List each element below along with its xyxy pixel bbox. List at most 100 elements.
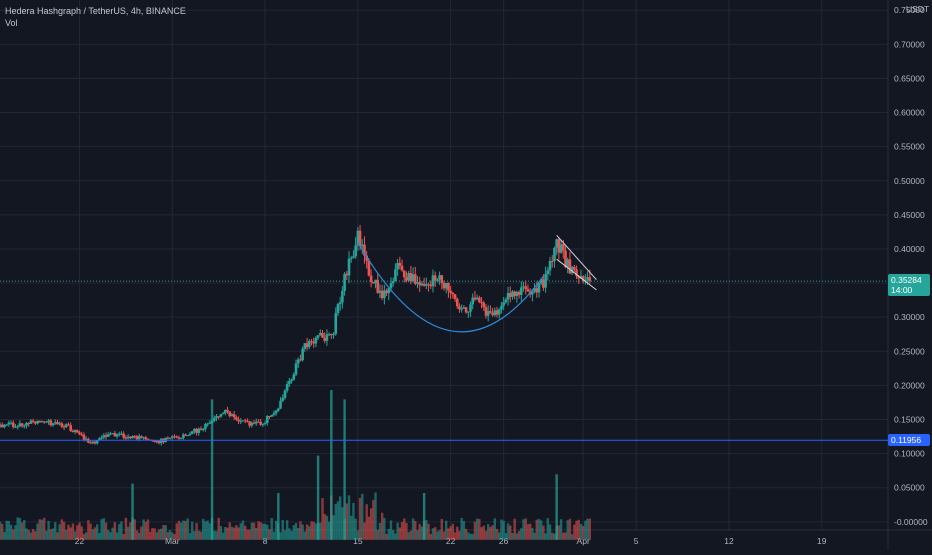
volume-bar [246, 529, 249, 540]
volume-bar [206, 520, 209, 540]
volume-bar [367, 516, 371, 540]
volume-bar [49, 529, 53, 540]
volume-bar [58, 524, 61, 540]
volume-bar [458, 531, 461, 540]
candle-body [221, 413, 225, 415]
candle-body [508, 292, 512, 297]
candle-body [330, 334, 333, 336]
volume-bar [363, 522, 366, 540]
volume-bar [568, 518, 572, 540]
volume-bar [314, 523, 318, 540]
candle-body [279, 400, 282, 409]
volume-bar [274, 520, 278, 540]
volume-bar [109, 532, 112, 540]
volume-bar [394, 533, 397, 540]
candle-body [190, 431, 194, 434]
volume-bar [566, 520, 569, 540]
volume-bar [354, 518, 357, 540]
candle-body [537, 283, 541, 293]
candle-body [49, 420, 53, 426]
candle-body [274, 410, 278, 414]
candle-body [372, 281, 375, 284]
volume-bar [89, 523, 92, 540]
volume-bar [411, 518, 415, 540]
volume-bar [259, 522, 262, 540]
symbol-title[interactable]: Hedera Hashgraph / TetherUS, 4h, BINANCE [5, 6, 186, 16]
candle-body [210, 420, 214, 423]
volume-bar [160, 528, 163, 540]
candle-body [539, 279, 543, 284]
volume-spike-bar [422, 492, 426, 540]
volume-bar [107, 530, 110, 540]
candle-body [199, 428, 203, 430]
volume-bar [235, 525, 238, 540]
volume-bar [425, 519, 428, 540]
volume-bar [533, 532, 536, 540]
volume-bar [60, 519, 64, 540]
volume-bar [391, 530, 395, 540]
volume-bar [263, 523, 267, 540]
time-tick-label: 8 [263, 536, 268, 546]
price-tick-label: -0.00000 [894, 517, 928, 527]
volume-bar [45, 530, 48, 540]
volume-bar [104, 522, 108, 540]
volume-indicator-label[interactable]: Vol [5, 18, 18, 28]
volume-bar [162, 524, 165, 540]
volume-bar [414, 520, 417, 540]
candle-body [230, 414, 234, 417]
volume-bar [301, 524, 304, 540]
volume-bar [416, 530, 419, 540]
candle-body [413, 274, 417, 284]
candle-body [78, 432, 81, 435]
candle-body [175, 436, 179, 438]
volume-bar [332, 515, 335, 540]
volume-bar [551, 532, 554, 540]
time-tick-label: 22 [75, 536, 85, 546]
candle-body [246, 420, 249, 422]
volume-bar [369, 508, 373, 540]
price-tick-label: 0.55000 [894, 142, 925, 152]
candle-body [239, 421, 243, 423]
candle-body [129, 436, 132, 439]
volume-bar [213, 530, 216, 540]
volume-bar [5, 520, 8, 540]
volume-bar [471, 533, 474, 540]
candle-body [405, 277, 408, 281]
price-tick-label: 0.65000 [894, 73, 925, 83]
volume-bar [469, 533, 472, 540]
cup-curve-drawing [357, 241, 544, 333]
candle-body [120, 433, 123, 435]
candle-body [327, 334, 331, 336]
volume-bar [506, 523, 510, 540]
volume-bar [586, 518, 589, 540]
price-tick-label: 0.05000 [894, 483, 925, 493]
volume-bar [500, 519, 503, 540]
volume-bar [120, 521, 123, 540]
volume-bar [76, 525, 79, 540]
candle-body [58, 423, 61, 425]
volume-bar [308, 526, 311, 540]
volume-bar [168, 530, 172, 540]
candle-body [126, 436, 130, 439]
volume-bar [288, 528, 291, 540]
volume-bar [531, 527, 534, 540]
volume-bar [504, 532, 508, 540]
candle-body [570, 266, 574, 274]
candle-body [299, 359, 302, 361]
candle-body [515, 291, 519, 296]
candle-body [369, 275, 373, 282]
candle-body [497, 309, 501, 315]
candle-body [363, 244, 366, 256]
candle-body [272, 413, 276, 415]
candle-body [124, 437, 128, 439]
candle-body [367, 260, 371, 276]
candle-body [473, 297, 477, 300]
price-tick-label: 0.15000 [894, 414, 925, 424]
bar-countdown: 14:00 [891, 285, 913, 296]
volume-bar [197, 530, 201, 540]
volume-bar [7, 520, 11, 540]
volume-bar [241, 520, 245, 540]
candle-body [522, 286, 525, 288]
